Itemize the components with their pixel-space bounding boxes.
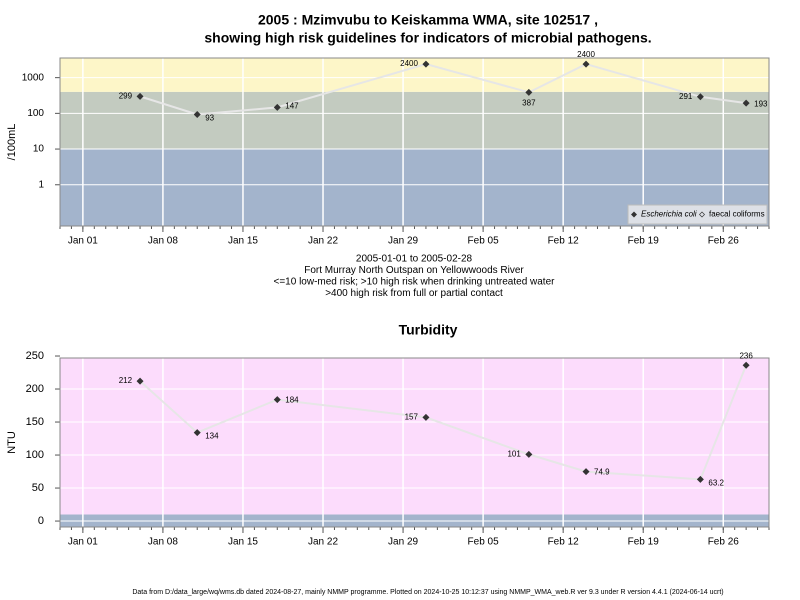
chart-title: 2005 : Mzimvubu to Keiskamma WMA, site 1…: [258, 12, 598, 28]
value-label: 236: [739, 351, 753, 360]
value-label: 193: [754, 99, 768, 108]
y-tick-label: 50: [32, 482, 44, 494]
value-label: 63.2: [708, 478, 724, 487]
series-line: [139, 63, 747, 116]
data-point: [525, 450, 533, 458]
data-point: [742, 361, 750, 369]
x-tick-label: Jan 22: [308, 537, 338, 548]
chart-title: showing high risk guidelines for indicat…: [204, 30, 651, 46]
x-tick-label: Feb 05: [468, 236, 500, 247]
legend-box: [627, 204, 768, 225]
data-point: [525, 88, 533, 96]
risk-band: [60, 358, 769, 515]
legend-marker: [699, 211, 705, 218]
x-tick-label: Jan 29: [388, 236, 418, 247]
x-tick-label: Jan 08: [148, 537, 178, 548]
x-tick-label: Jan 29: [388, 537, 418, 548]
data-point: [273, 103, 281, 111]
y-tick-label: 150: [26, 416, 44, 428]
value-label: 157: [405, 413, 419, 422]
data-point: [696, 475, 704, 483]
x-tick-label: Feb 19: [628, 537, 660, 548]
x-tick-label: Jan 15: [228, 236, 258, 247]
x-tick-label: Feb 26: [708, 236, 740, 247]
x-tick-label: Feb 05: [468, 537, 500, 548]
footer: Data from D:/data_large/wq/wms.db dated …: [132, 589, 723, 596]
subtitle-note: <=10 low-med risk; >10 high risk when dr…: [274, 277, 556, 288]
x-tick-label: Feb 19: [628, 236, 660, 247]
y-axis-label: /100mL: [6, 124, 18, 161]
y-tick-label: 1000: [22, 72, 45, 83]
y-tick-label: 100: [26, 449, 44, 461]
plot-frame: [59, 57, 770, 227]
data-point: [136, 92, 144, 100]
x-tick-label: Feb 26: [708, 537, 740, 548]
x-tick-label: Jan 01: [68, 236, 98, 247]
risk-band: [60, 58, 769, 92]
risk-band: [60, 91, 769, 150]
subtitle-note: 2005-01-01 to 2005-02-28: [356, 254, 473, 265]
data-point: [582, 468, 590, 476]
data-point: [422, 413, 430, 421]
value-label: 212: [119, 376, 133, 385]
value-label: 2400: [400, 59, 418, 68]
value-label: 184: [285, 396, 299, 405]
chart-title: Turbidity: [399, 322, 458, 338]
legend-marker: [631, 211, 637, 218]
x-tick-label: Jan 15: [228, 537, 258, 548]
y-axis-label: NTU: [6, 431, 18, 454]
y-tick-label: 200: [26, 383, 44, 395]
y-tick-label: 0: [38, 515, 44, 527]
value-label: 74.9: [594, 468, 610, 477]
value-label: 101: [507, 449, 521, 458]
data-point: [582, 60, 590, 68]
subtitle-note: Fort Murray North Outspan on Yellowwoods…: [304, 265, 524, 276]
y-tick-label: 100: [27, 108, 44, 119]
value-label: 387: [522, 98, 536, 107]
value-label: 134: [205, 432, 219, 441]
data-point: [422, 60, 430, 68]
x-tick-label: Jan 01: [68, 537, 98, 548]
value-label: 93: [205, 114, 214, 123]
data-point: [742, 99, 750, 107]
y-tick-label: 1: [38, 179, 44, 190]
plot-frame: [59, 357, 770, 528]
value-label: 299: [119, 91, 133, 100]
value-label: 291: [679, 92, 693, 101]
data-point: [273, 396, 281, 404]
x-tick-label: Feb 12: [548, 537, 580, 548]
y-tick-label: 250: [26, 350, 44, 362]
data-point: [696, 93, 704, 101]
value-label: 147: [285, 101, 299, 110]
data-point: [193, 429, 201, 437]
legend-label: Escherichia coli: [641, 210, 697, 219]
series-line: [139, 364, 748, 481]
subtitle-note: >400 high risk from full or partial cont…: [325, 288, 503, 299]
legend-label: faecal coliforms: [709, 210, 765, 219]
data-point: [193, 110, 201, 118]
value-label: 2400: [577, 50, 595, 59]
data-point: [136, 377, 144, 385]
y-tick-label: 10: [33, 144, 45, 155]
x-tick-label: Jan 22: [308, 236, 338, 247]
x-tick-label: Jan 08: [148, 236, 178, 247]
x-tick-label: Feb 12: [548, 236, 580, 247]
